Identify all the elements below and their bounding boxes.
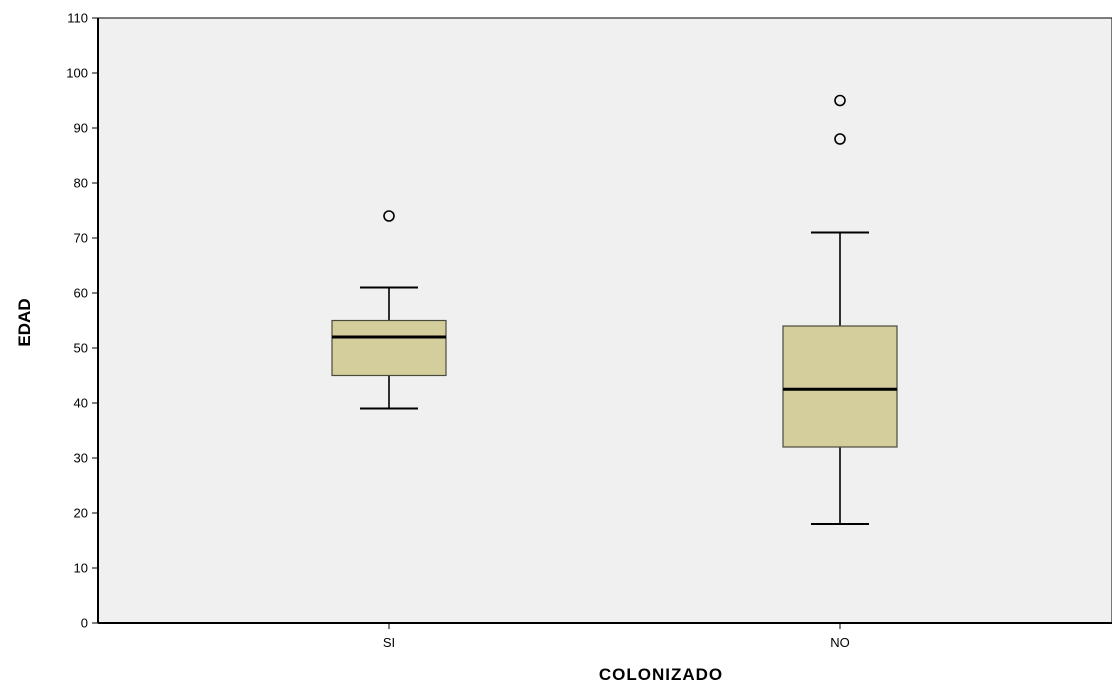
y-axis: 0 10 20 30 40 50 60 70 80 90 100 110: [66, 11, 99, 631]
y-tick-label: 70: [74, 231, 88, 246]
outlier-point: [383, 210, 395, 222]
y-tick-label: 40: [74, 396, 88, 411]
y-tick-label: 50: [74, 341, 88, 356]
y-tick-label: 20: [74, 506, 88, 521]
x-axis: SI NO: [98, 622, 1112, 650]
y-tick-label: 80: [74, 176, 88, 191]
y-tick-label: 30: [74, 451, 88, 466]
x-tick-label: SI: [383, 635, 395, 650]
outlier-point: [834, 94, 846, 107]
iqr-box: [331, 319, 447, 377]
x-tick-label: NO: [830, 635, 850, 650]
box-no: [782, 94, 898, 525]
y-tick-label: 100: [66, 66, 88, 81]
plot-area: [97, 17, 1112, 624]
boxes-group: [331, 94, 898, 525]
box-si: [331, 210, 447, 410]
y-tick-label: 0: [81, 616, 88, 631]
outlier-point: [834, 133, 846, 145]
iqr-box: [782, 325, 898, 448]
y-axis-title: EDAD: [15, 298, 34, 346]
y-tick-label: 10: [74, 561, 88, 576]
y-tick-label: 90: [74, 121, 88, 136]
y-tick-label: 110: [67, 11, 88, 26]
x-axis-title: COLONIZADO: [599, 665, 723, 684]
y-tick-label: 60: [74, 286, 88, 301]
